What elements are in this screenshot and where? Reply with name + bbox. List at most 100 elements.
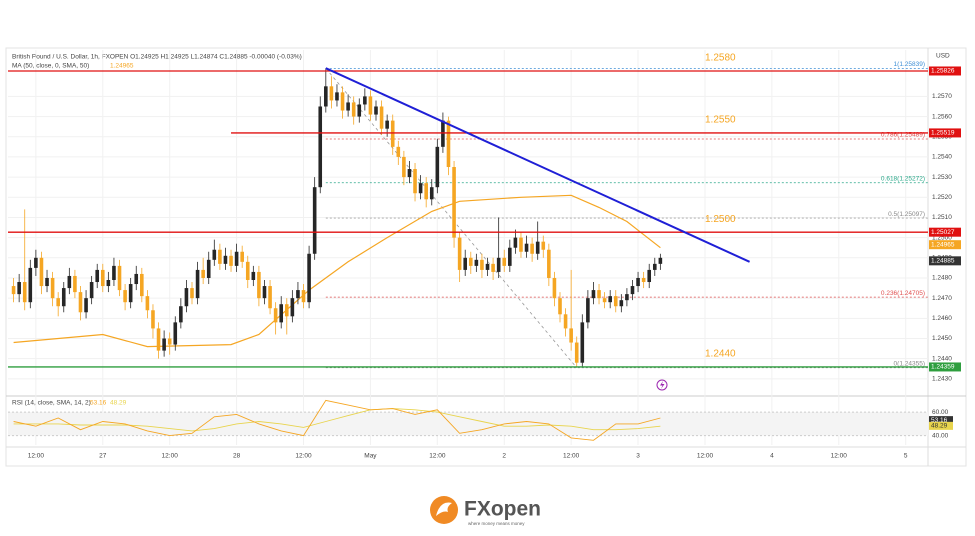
rsi-band bbox=[8, 412, 928, 436]
y-tick-label: 1.2460 bbox=[932, 315, 952, 322]
candle-body bbox=[508, 247, 512, 266]
candle-body bbox=[613, 296, 618, 307]
candle-body bbox=[17, 282, 21, 295]
candle-body bbox=[284, 304, 289, 317]
level-annotation: 1.2550 bbox=[705, 115, 736, 126]
candle-body bbox=[563, 314, 568, 329]
y-tick-label: 1.2560 bbox=[932, 113, 952, 120]
candle-body bbox=[413, 169, 417, 194]
fib-anchor bbox=[325, 68, 578, 369]
candle-body bbox=[50, 277, 55, 299]
fib-label: 0.236(1.24705) bbox=[881, 290, 925, 297]
candle-body bbox=[273, 308, 278, 323]
level-tag-label: 1.25027 bbox=[931, 229, 955, 236]
candle-body bbox=[463, 257, 468, 270]
rsi-tick-label: 60.00 bbox=[932, 409, 949, 416]
candle-body bbox=[374, 106, 378, 115]
trendline bbox=[325, 67, 750, 263]
candle-body bbox=[407, 169, 412, 178]
candle-body bbox=[496, 257, 501, 272]
candle-body bbox=[95, 269, 100, 283]
y-tick-label: 1.2450 bbox=[932, 335, 952, 342]
brand-tagline: where money means money bbox=[468, 521, 525, 526]
candle-body bbox=[535, 241, 540, 254]
y-tick-label: 1.2480 bbox=[932, 275, 952, 282]
candle-body bbox=[446, 120, 451, 168]
candle-body bbox=[212, 249, 217, 260]
candle-body bbox=[134, 273, 139, 285]
candle-body bbox=[586, 298, 590, 323]
candle-body bbox=[619, 300, 624, 307]
candle-body bbox=[229, 255, 233, 266]
candle-body bbox=[530, 243, 534, 254]
candle-body bbox=[630, 286, 635, 295]
candle-body bbox=[652, 263, 657, 270]
candle-body bbox=[602, 298, 607, 303]
ma-label: MA (50, close, 0, SMA, 50) bbox=[12, 63, 89, 70]
rsi-last-label: 48.29 bbox=[931, 423, 948, 430]
level-tag bbox=[929, 227, 961, 237]
candle-body bbox=[335, 92, 339, 101]
level-annotation: 1.2500 bbox=[705, 214, 736, 225]
candle-body bbox=[301, 290, 306, 303]
y-tick-label: 1.2520 bbox=[932, 194, 952, 201]
candle-body bbox=[468, 257, 473, 266]
candle-body bbox=[39, 257, 44, 287]
candle-body bbox=[45, 277, 49, 287]
rsi-last-tag bbox=[929, 416, 953, 425]
candle-body bbox=[390, 120, 395, 147]
x-tick-label: 2 bbox=[502, 453, 506, 460]
candle-body bbox=[89, 282, 94, 299]
candle-body bbox=[580, 322, 585, 363]
fib-label: 0.5(1.25097) bbox=[888, 211, 925, 218]
candle-body bbox=[312, 187, 317, 254]
candle-body bbox=[429, 187, 434, 200]
rsi-last-label: 53.16 bbox=[931, 417, 948, 424]
chart-title: British Pound / U.S. Dollar, 1h, FXOPEN … bbox=[12, 54, 302, 61]
level-annotation: 1.2440 bbox=[705, 349, 736, 360]
event-bolt bbox=[660, 381, 665, 389]
ma-last-tag bbox=[929, 240, 961, 250]
candle-body bbox=[128, 284, 133, 303]
candle-body bbox=[106, 280, 111, 287]
x-tick-label: 27 bbox=[99, 453, 107, 460]
candle-body bbox=[190, 288, 194, 299]
candle-body bbox=[547, 249, 551, 278]
candle-body bbox=[201, 269, 205, 278]
rsi-header-value: 48.29 bbox=[110, 400, 127, 407]
candle-body bbox=[608, 296, 612, 303]
candle-body bbox=[513, 237, 518, 248]
fib-label: 0(1.24355) bbox=[894, 360, 925, 367]
candle-body bbox=[351, 102, 356, 117]
candle-body bbox=[597, 290, 601, 299]
candle-body bbox=[524, 243, 529, 252]
candle-body bbox=[418, 183, 423, 194]
candle-body bbox=[647, 269, 652, 283]
candle-body bbox=[558, 298, 562, 315]
candle-body bbox=[11, 286, 16, 295]
y-tick-label: 1.2530 bbox=[932, 174, 952, 181]
candle-body bbox=[357, 104, 362, 117]
x-tick-label: 4 bbox=[770, 453, 774, 460]
candle-body bbox=[402, 156, 406, 178]
candle-body bbox=[502, 257, 507, 266]
candle-body bbox=[112, 265, 116, 280]
candle-body bbox=[245, 261, 250, 280]
candle-body bbox=[441, 120, 445, 147]
candle-body bbox=[480, 259, 484, 270]
candle-body bbox=[100, 269, 105, 287]
candle-body bbox=[173, 322, 178, 345]
candle-body bbox=[574, 342, 579, 363]
y-tick-label: 1.2570 bbox=[932, 93, 952, 100]
level-annotation: 1.2580 bbox=[705, 53, 736, 64]
ma-last-label: 1.24965 bbox=[931, 241, 955, 248]
level-tag-label: 1.25826 bbox=[931, 68, 955, 75]
candle-body bbox=[22, 282, 27, 303]
level-tag bbox=[929, 66, 961, 76]
candle-body bbox=[340, 92, 345, 111]
currency: USD bbox=[936, 53, 950, 60]
candle-body bbox=[296, 290, 300, 299]
candle-body bbox=[396, 146, 401, 157]
candle-body bbox=[346, 102, 350, 111]
